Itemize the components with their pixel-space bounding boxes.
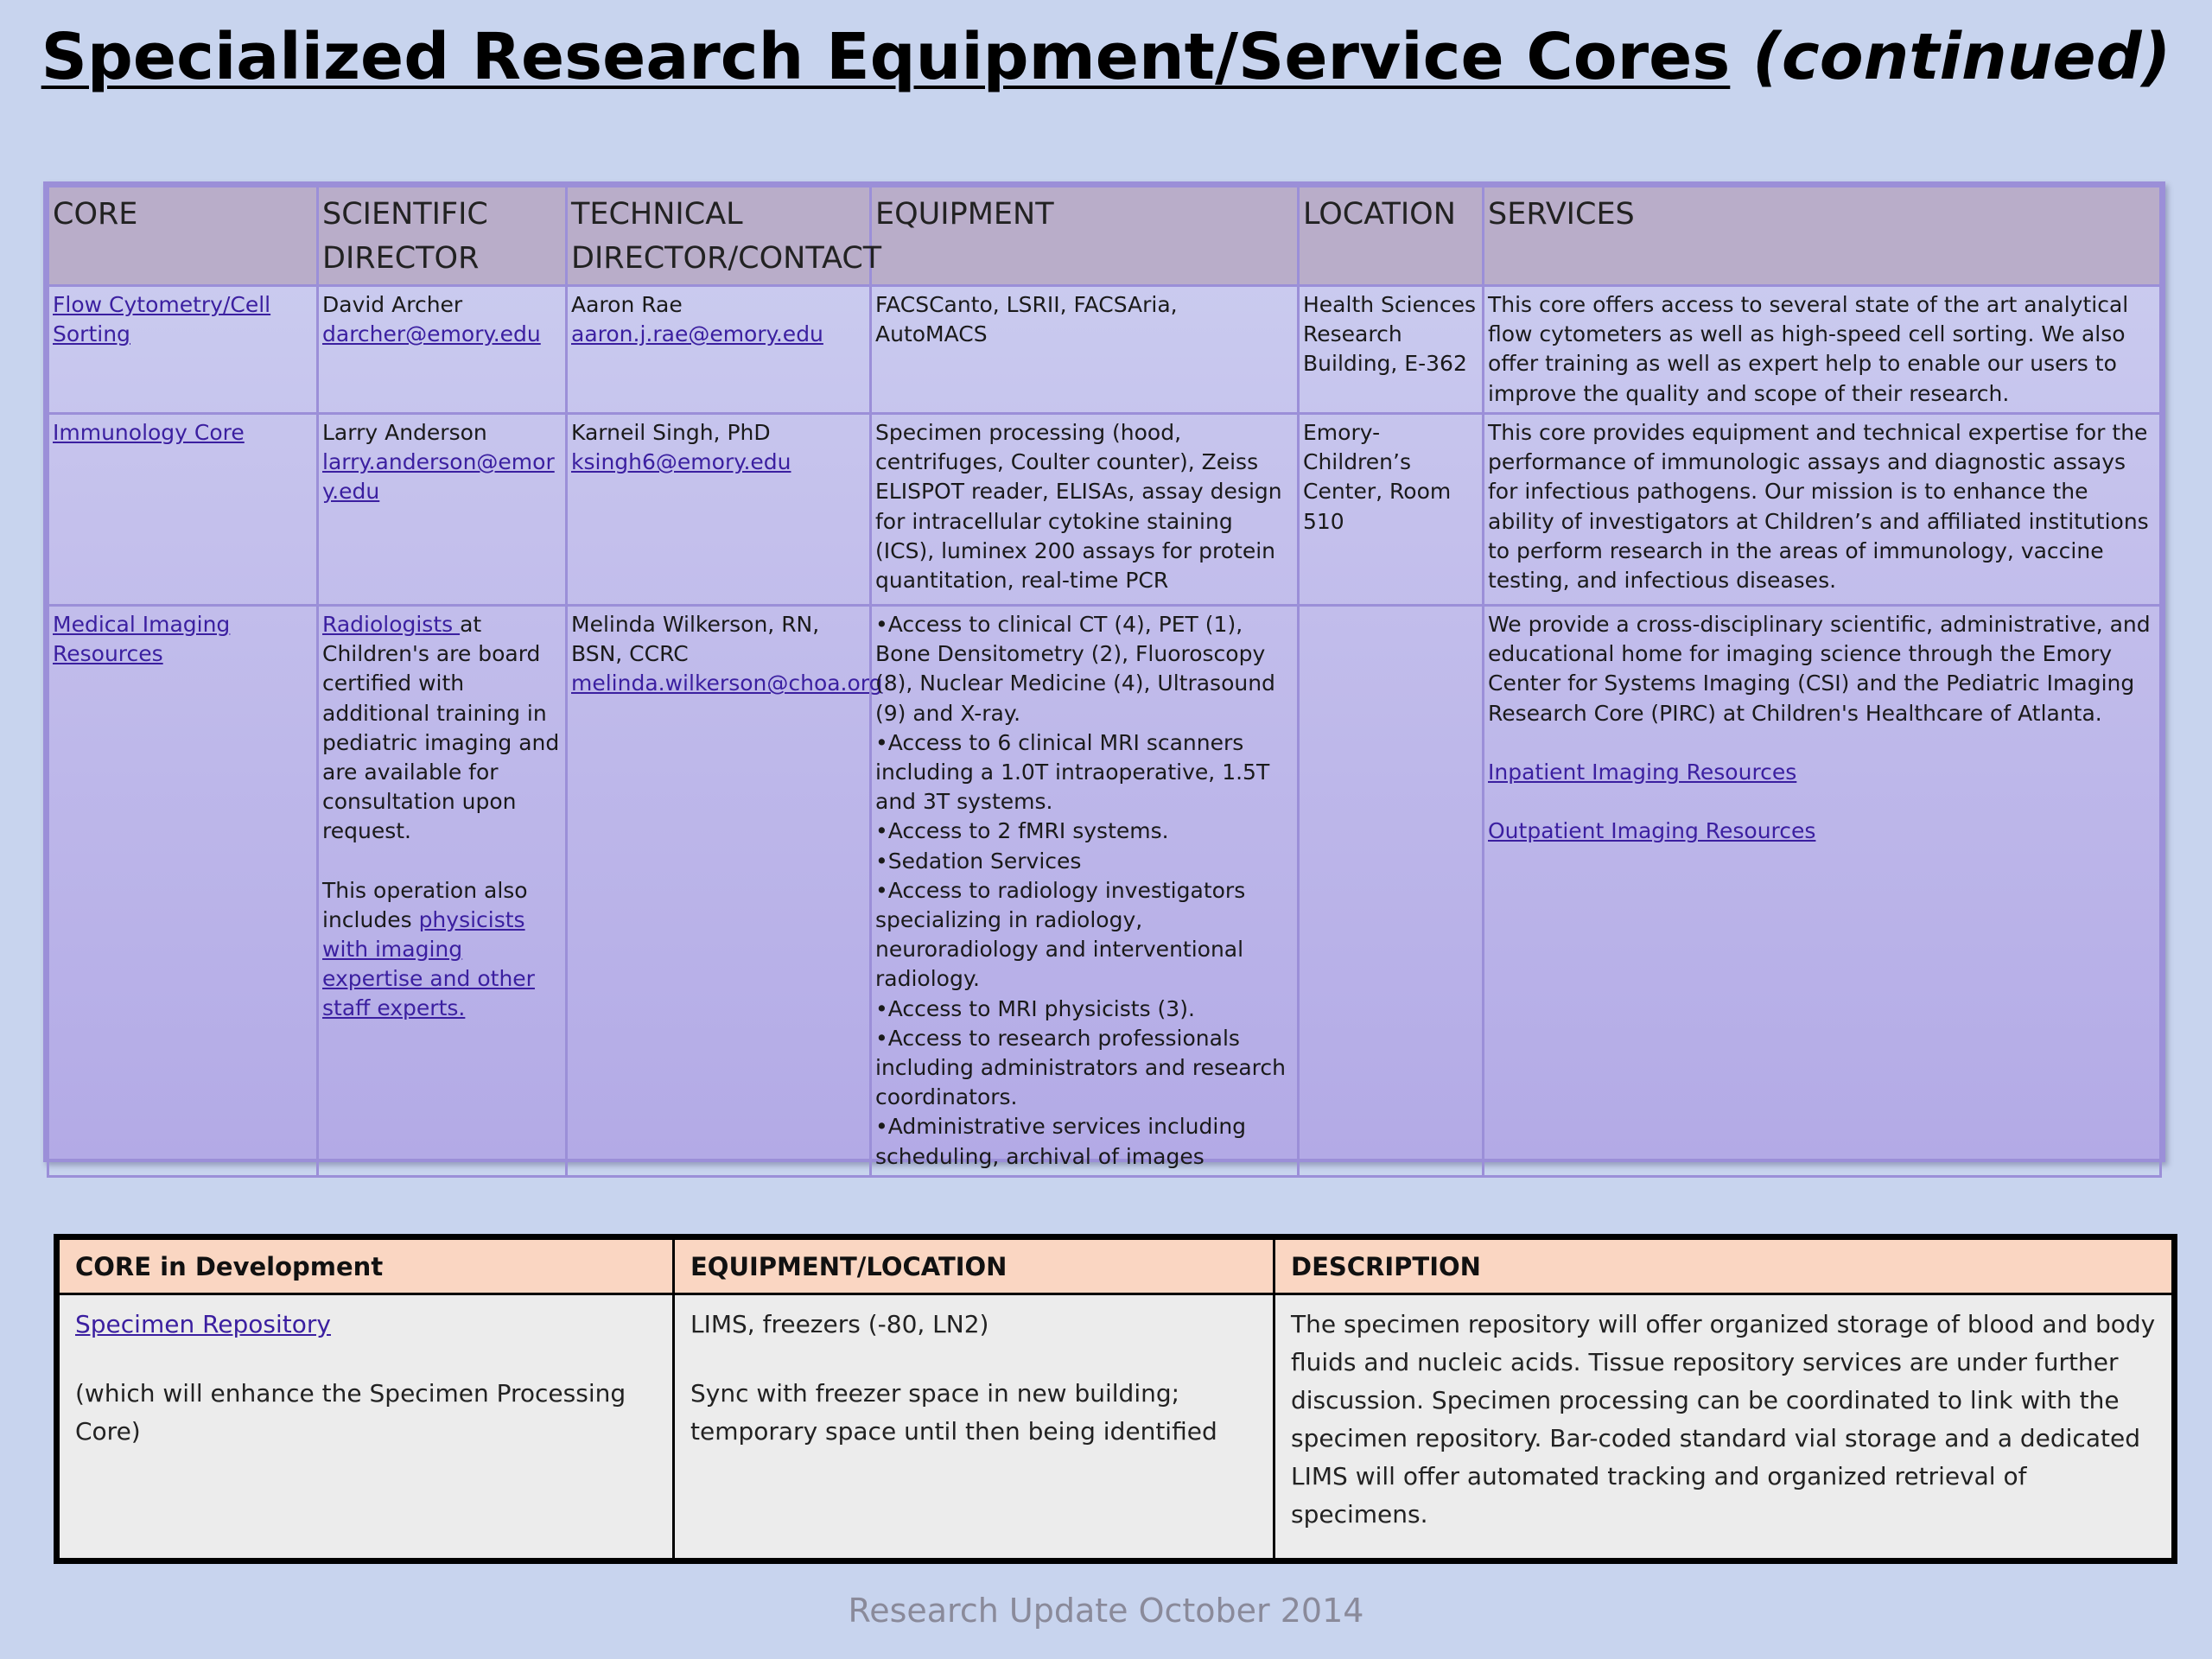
- core-link-medical-imaging[interactable]: Medical Imaging Resources: [53, 612, 231, 667]
- list-item: Access to 2 fMRI systems.: [875, 817, 1294, 846]
- cell-location: [1297, 604, 1484, 1178]
- cell-services: This core provides equipment and technic…: [1482, 412, 2162, 607]
- contact-email-link[interactable]: aaron.j.rae@emory.edu: [571, 321, 823, 347]
- header-technical-director: TECHNICAL DIRECTOR/CONTACT: [565, 185, 881, 287]
- cell-scientific-director: Larry Anderson larry.anderson@emory.edu: [316, 412, 568, 607]
- outpatient-imaging-link[interactable]: Outpatient Imaging Resources: [1488, 818, 1816, 844]
- director-text-2: This operation also includes: [322, 877, 528, 932]
- core-note: (which will enhance the Specimen Process…: [75, 1379, 626, 1446]
- list-item: Access to radiology investigators specia…: [875, 876, 1294, 995]
- title-continued: (continued): [1752, 20, 2171, 94]
- services-text: We provide a cross-disciplinary scientif…: [1488, 612, 2151, 726]
- cores-in-development-table: CORE in Development EQUIPMENT/LOCATION D…: [54, 1234, 2177, 1564]
- contact-email-link[interactable]: melinda.wilkerson@choa.org: [571, 671, 883, 696]
- spacer: [322, 847, 562, 876]
- page-title: Specialized Research Equipment/Service C…: [0, 16, 2212, 99]
- list-item: Access to 6 clinical MRI scanners includ…: [875, 728, 1294, 817]
- dev-equipment: LIMS, freezers (-80, LN2): [690, 1310, 989, 1338]
- header-core-in-development: CORE in Development: [57, 1237, 675, 1295]
- cell-scientific-director: David Archer darcher@emory.edu: [316, 284, 568, 415]
- core-link-flow-cytometry[interactable]: Flow Cytometry/Cell Sorting: [53, 292, 271, 347]
- cell-equipment: FACSCanto, LSRII, FACSAria, AutoMACS: [869, 284, 1300, 415]
- contact-email-link[interactable]: ksingh6@emory.edu: [571, 449, 791, 475]
- director-text: at Children's are board certified with a…: [322, 612, 560, 844]
- header-core: CORE: [47, 185, 319, 287]
- contact-name: Aaron Rae: [571, 292, 683, 317]
- core-link-immunology[interactable]: Immunology Core: [53, 420, 245, 445]
- table-row: Flow Cytometry/Cell Sorting David Archer…: [47, 284, 2162, 415]
- dev-header-row: CORE in Development EQUIPMENT/LOCATION D…: [57, 1237, 2174, 1295]
- cell-core-in-development: Specimen Repository (which will enhance …: [57, 1293, 675, 1560]
- list-item: Administrative services including schedu…: [875, 1112, 1294, 1171]
- footer-text: Research Update October 2014: [848, 1592, 1364, 1630]
- cell-location: Emory-Children’s Center, Room 510: [1297, 412, 1484, 607]
- spacer: [75, 1344, 657, 1375]
- cell-location: Health Sciences Research Building, E-362: [1297, 284, 1484, 415]
- cores-table: CORE SCIENTIFIC DIRECTOR TECHNICAL DIREC…: [43, 181, 2165, 1178]
- table-row: Immunology Core Larry Anderson larry.and…: [47, 412, 2162, 607]
- dev-location: Sync with freezer space in new building;…: [690, 1379, 1217, 1446]
- specimen-repository-link[interactable]: Specimen Repository: [75, 1310, 331, 1338]
- table-row: Specimen Repository (which will enhance …: [57, 1293, 2174, 1560]
- director-name: David Archer: [322, 292, 463, 317]
- cell-core: Flow Cytometry/Cell Sorting: [47, 284, 319, 415]
- cell-services: This core offers access to several state…: [1482, 284, 2162, 415]
- header-services: SERVICES: [1482, 185, 2162, 287]
- cell-core: Immunology Core: [47, 412, 319, 607]
- cell-equipment: Access to clinical CT (4), PET (1), Bone…: [869, 604, 1300, 1178]
- director-description-extra: This operation also includes physicists …: [322, 876, 562, 1024]
- list-item: Sedation Services: [875, 847, 1294, 876]
- list-item: Access to MRI physicists (3).: [875, 995, 1294, 1024]
- director-name: Larry Anderson: [322, 420, 487, 445]
- spacer: [690, 1344, 1257, 1375]
- header-scientific-director: SCIENTIFIC DIRECTOR: [316, 185, 568, 287]
- cell-services: We provide a cross-disciplinary scientif…: [1482, 604, 2162, 1178]
- cell-equipment: Specimen processing (hood, centrifuges, …: [869, 412, 1300, 607]
- list-item: Access to research professionals includi…: [875, 1024, 1294, 1113]
- cell-scientific-director: Radiologists at Children's are board cer…: [316, 604, 568, 1178]
- inpatient-imaging-link[interactable]: Inpatient Imaging Resources: [1488, 759, 1797, 785]
- header-equipment: EQUIPMENT: [869, 185, 1300, 287]
- director-email-link[interactable]: darcher@emory.edu: [322, 321, 541, 347]
- director-description: Radiologists at Children's are board cer…: [322, 610, 562, 847]
- cores-header-row: CORE SCIENTIFIC DIRECTOR TECHNICAL DIREC…: [47, 185, 2162, 287]
- list-item: Access to clinical CT (4), PET (1), Bone…: [875, 610, 1294, 728]
- physicists-link[interactable]: physicists with imaging expertise and ot…: [322, 906, 535, 1021]
- cell-technical-director: Melinda Wilkerson, RN, BSN, CCRC melinda…: [565, 604, 883, 1178]
- equipment-list: Access to clinical CT (4), PET (1), Bone…: [875, 610, 1294, 1172]
- cell-technical-director: Karneil Singh, PhD ksingh6@emory.edu: [565, 412, 872, 607]
- spacer: [1488, 787, 2156, 817]
- contact-name: Karneil Singh, PhD: [571, 420, 771, 445]
- table-row: Medical Imaging Resources Radiologists a…: [47, 604, 2162, 1178]
- cell-equipment-location: LIMS, freezers (-80, LN2) Sync with free…: [672, 1293, 1275, 1560]
- radiologists-link[interactable]: Radiologists: [322, 612, 461, 637]
- spacer: [1488, 728, 2156, 758]
- title-main: Specialized Research Equipment/Service C…: [41, 20, 1731, 94]
- contact-name: Melinda Wilkerson, RN, BSN, CCRC: [571, 612, 820, 667]
- director-email-link[interactable]: larry.anderson@emory.edu: [322, 449, 555, 505]
- header-location: LOCATION: [1297, 185, 1484, 287]
- header-description: DESCRIPTION: [1273, 1237, 2174, 1295]
- cell-core: Medical Imaging Resources: [47, 604, 319, 1178]
- header-equipment-location: EQUIPMENT/LOCATION: [672, 1237, 1275, 1295]
- cell-technical-director: Aaron Rae aaron.j.rae@emory.edu: [565, 284, 872, 415]
- cell-description: The specimen repository will offer organ…: [1273, 1293, 2174, 1560]
